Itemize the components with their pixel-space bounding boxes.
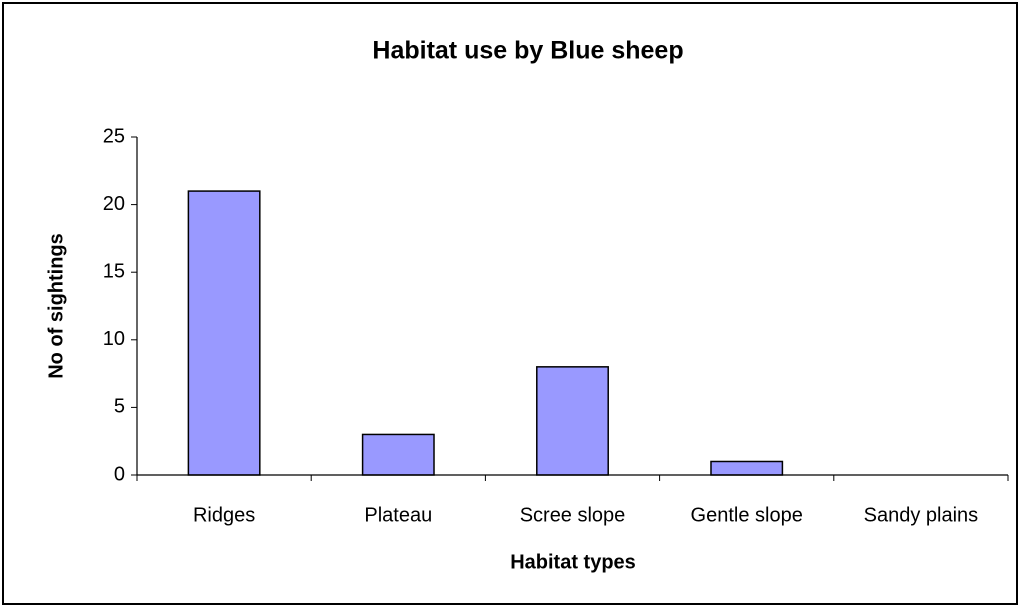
y-tick-label: 25 [103, 125, 125, 147]
x-tick-label: Scree slope [520, 504, 626, 526]
chart-title: Habitat use by Blue sheep [372, 37, 683, 65]
x-tick-label: Ridges [193, 504, 255, 526]
x-tick-label: Gentle slope [691, 504, 803, 526]
x-tick-label: Sandy plains [864, 504, 979, 526]
y-tick-label: 10 [103, 328, 125, 350]
y-axis-label: No of sightings [45, 233, 67, 379]
x-axis-label: Habitat types [510, 551, 636, 573]
y-tick-label: 15 [103, 260, 125, 282]
y-tick-label: 20 [103, 193, 125, 215]
bar [361, 433, 435, 476]
bar [187, 190, 261, 476]
bar [536, 366, 609, 476]
x-tick-label: Plateau [364, 504, 432, 526]
bar [710, 460, 784, 476]
y-tick-label: 0 [114, 463, 125, 485]
y-tick-label: 5 [114, 396, 125, 418]
